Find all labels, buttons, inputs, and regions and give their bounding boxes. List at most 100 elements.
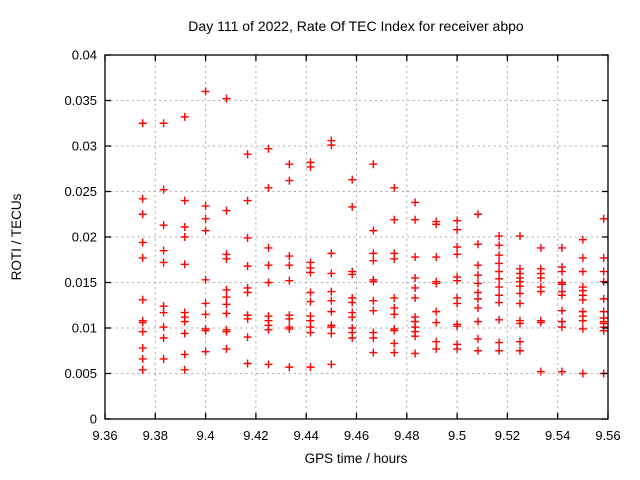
- data-point-marker: [473, 210, 482, 219]
- data-point-marker: [495, 259, 504, 268]
- data-point-marker: [159, 354, 168, 363]
- data-point-marker: [285, 276, 294, 285]
- x-tick-label: 9.56: [595, 428, 620, 443]
- data-point-marker: [495, 298, 504, 307]
- data-point-marker: [473, 334, 482, 343]
- data-point-marker: [264, 261, 273, 270]
- data-point-marker: [599, 267, 608, 276]
- data-point-marker: [369, 160, 378, 169]
- data-point-marker: [285, 252, 294, 261]
- data-point-marker: [348, 202, 357, 211]
- data-point-marker: [473, 279, 482, 288]
- data-point-marker: [515, 346, 524, 355]
- grid-lines: [104, 54, 609, 420]
- data-point-marker: [495, 267, 504, 276]
- data-point-marker: [243, 333, 252, 342]
- data-point-marker: [432, 253, 441, 262]
- data-point-marker: [201, 326, 210, 335]
- data-point-marker: [138, 344, 147, 353]
- data-point-marker: [285, 314, 294, 323]
- data-point-marker: [327, 329, 336, 338]
- data-point-marker: [390, 293, 399, 302]
- data-point-marker: [473, 303, 482, 312]
- data-point-marker: [222, 344, 231, 353]
- data-point-marker: [201, 226, 210, 235]
- y-tick-label: 0.01: [72, 321, 97, 336]
- data-point-marker: [180, 222, 189, 231]
- data-point-marker: [411, 283, 420, 292]
- data-point-marker: [453, 299, 462, 308]
- data-point-marker: [578, 253, 587, 262]
- data-point-marker: [369, 348, 378, 357]
- data-point-marker: [201, 299, 210, 308]
- data-point-marker: [264, 278, 273, 287]
- data-point-marker: [243, 359, 252, 368]
- data-point-marker: [557, 280, 566, 289]
- data-points: [138, 87, 608, 378]
- data-point-marker: [557, 367, 566, 376]
- data-point-marker: [453, 225, 462, 234]
- data-point-marker: [536, 367, 545, 376]
- data-point-marker: [515, 299, 524, 308]
- data-point-marker: [473, 317, 482, 326]
- data-point-marker: [264, 325, 273, 334]
- data-point-marker: [264, 243, 273, 252]
- data-point-marker: [180, 112, 189, 121]
- data-point-marker: [222, 309, 231, 318]
- y-tick-label: 0.04: [72, 48, 97, 63]
- data-point-marker: [348, 175, 357, 184]
- data-point-marker: [411, 198, 420, 207]
- data-point-marker: [327, 141, 336, 150]
- data-point-marker: [369, 296, 378, 305]
- data-point-marker: [495, 338, 504, 347]
- data-point-marker: [578, 369, 587, 378]
- data-point-marker: [453, 322, 462, 331]
- data-point-marker: [327, 287, 336, 296]
- data-point-marker: [180, 260, 189, 269]
- data-point-marker: [264, 360, 273, 369]
- data-point-marker: [306, 288, 315, 297]
- data-point-marker: [285, 160, 294, 169]
- data-point-marker: [222, 254, 231, 263]
- axis-tick-labels: 9.36 9.38 9.4 9.42 9.44 9.46 9.48 9.5 9.52 9.54 9.…: [64, 48, 620, 444]
- data-point-marker: [285, 176, 294, 185]
- data-point-marker: [138, 119, 147, 128]
- data-point-marker: [201, 202, 210, 211]
- data-point-marker: [515, 232, 524, 241]
- data-point-marker: [243, 288, 252, 297]
- data-point-marker: [578, 316, 587, 325]
- data-point-marker: [390, 183, 399, 192]
- data-point-marker: [473, 346, 482, 355]
- axis-ticks: [104, 54, 609, 420]
- x-axis-label: GPS time / hours: [305, 451, 408, 466]
- data-point-marker: [557, 267, 566, 276]
- chart-title: Day 111 of 2022, Rate Of TEC Index for r…: [188, 18, 524, 34]
- data-point-marker: [348, 313, 357, 322]
- data-point-marker: [495, 274, 504, 283]
- data-point-marker: [599, 214, 608, 223]
- x-tick-label: 9.52: [495, 428, 520, 443]
- y-tick-label: 0.035: [64, 93, 97, 108]
- data-point-marker: [264, 183, 273, 192]
- data-point-marker: [432, 307, 441, 316]
- data-point-marker: [222, 94, 231, 103]
- x-tick-label: 9.4: [197, 428, 215, 443]
- data-point-marker: [138, 327, 147, 336]
- data-point-marker: [473, 240, 482, 249]
- y-tick-label: 0.03: [72, 139, 97, 154]
- x-tick-label: 9.54: [545, 428, 570, 443]
- data-point-marker: [264, 144, 273, 153]
- data-point-marker: [159, 185, 168, 194]
- data-point-marker: [432, 220, 441, 229]
- data-point-marker: [473, 261, 482, 270]
- data-point-marker: [180, 350, 189, 359]
- data-point-marker: [536, 273, 545, 282]
- y-tick-label: 0: [90, 412, 97, 427]
- data-point-marker: [138, 354, 147, 363]
- data-point-marker: [432, 279, 441, 288]
- data-point-marker: [243, 150, 252, 159]
- data-point-marker: [243, 262, 252, 271]
- data-point-marker: [390, 339, 399, 348]
- data-point-marker: [348, 270, 357, 279]
